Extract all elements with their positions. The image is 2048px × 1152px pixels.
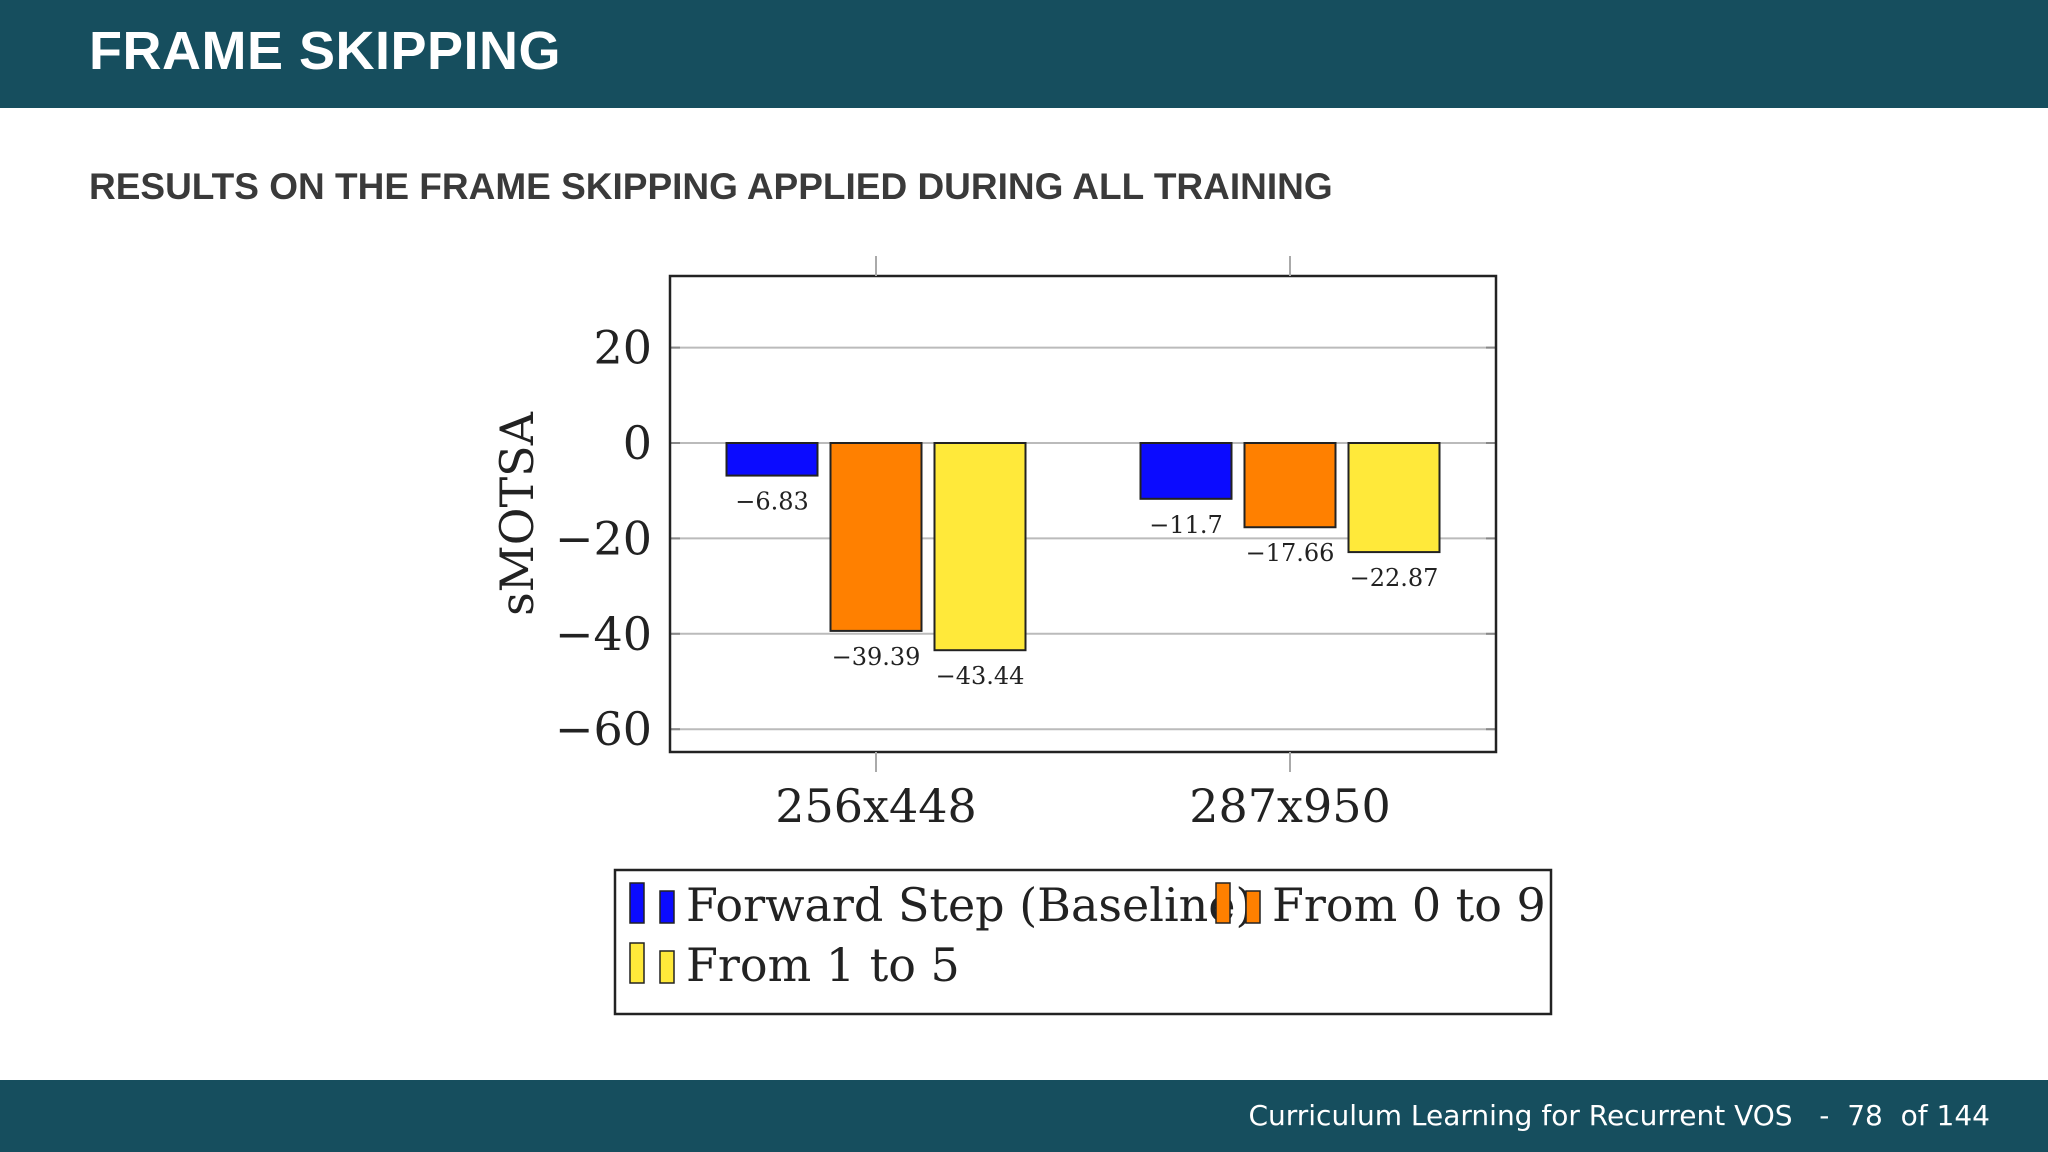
- bar: [1347, 442, 1441, 554]
- bar: [1139, 442, 1233, 500]
- data-label: −17.66: [1246, 539, 1335, 567]
- legend-label: From 0 to 9: [1272, 878, 1546, 932]
- bar: [1243, 442, 1337, 529]
- bar: [725, 442, 819, 477]
- data-label: −22.87: [1350, 564, 1439, 592]
- data-label: −39.39: [832, 643, 921, 671]
- x-tick-labels: 256x448 287x950: [775, 779, 1391, 833]
- x-tick-label: 256x448: [775, 779, 977, 833]
- data-label: −43.44: [936, 662, 1025, 690]
- footer-separator: -: [1819, 1099, 1830, 1132]
- y-tick-label: −20: [555, 511, 652, 565]
- legend: Forward Step (Baseline) From 0 to 9 From 1…: [613, 868, 1553, 1016]
- legend-label: Forward Step (Baseline): [686, 878, 1253, 932]
- bars: [725, 442, 1441, 652]
- legend-label: From 1 to 5: [686, 938, 960, 992]
- legend-swatch: [1215, 882, 1231, 924]
- footer-title: Curriculum Learning for Recurrent VOS: [1248, 1099, 1793, 1132]
- y-tick-label: −40: [555, 607, 652, 661]
- bar-chart: 20 0 −20 −40 −60 −6.83 −11.7 −39.39 −17.66 −43.4…: [490, 256, 1553, 1016]
- data-label: −6.83: [735, 488, 809, 516]
- y-tick-label: −60: [555, 702, 652, 756]
- bar: [933, 442, 1027, 652]
- y-axis-label: sMOTSA: [490, 411, 544, 616]
- footer: Curriculum Learning for Recurrent VOS - …: [1248, 1099, 1990, 1132]
- y-tick-label: 20: [593, 321, 652, 375]
- legend-frame: [613, 868, 1553, 1016]
- page-total: of 144: [1900, 1099, 1990, 1132]
- x-tick-label: 287x950: [1189, 779, 1391, 833]
- plot-frame: [668, 274, 1498, 754]
- footer-bar: [0, 1080, 2048, 1152]
- legend-swatch: [659, 950, 675, 984]
- y-tick-labels: 20 0 −20 −40 −60: [555, 321, 652, 757]
- bar: [829, 442, 923, 632]
- legend-swatch: [1245, 890, 1261, 924]
- data-label: −11.7: [1149, 511, 1223, 539]
- page-number: 78: [1847, 1099, 1883, 1132]
- slide-subtitle: RESULTS ON THE FRAME SKIPPING APPLIED DU…: [89, 166, 1333, 207]
- y-tick-label: 0: [623, 416, 652, 470]
- header-bar: [0, 0, 2048, 108]
- legend-swatch: [629, 942, 645, 984]
- slide-title: FRAME SKIPPING: [89, 21, 562, 81]
- legend-swatch: [629, 882, 645, 924]
- legend-swatch: [659, 890, 675, 924]
- data-labels: −6.83 −11.7 −39.39 −17.66 −43.44 −22.87: [735, 488, 1438, 691]
- x-ticks: [875, 256, 1291, 772]
